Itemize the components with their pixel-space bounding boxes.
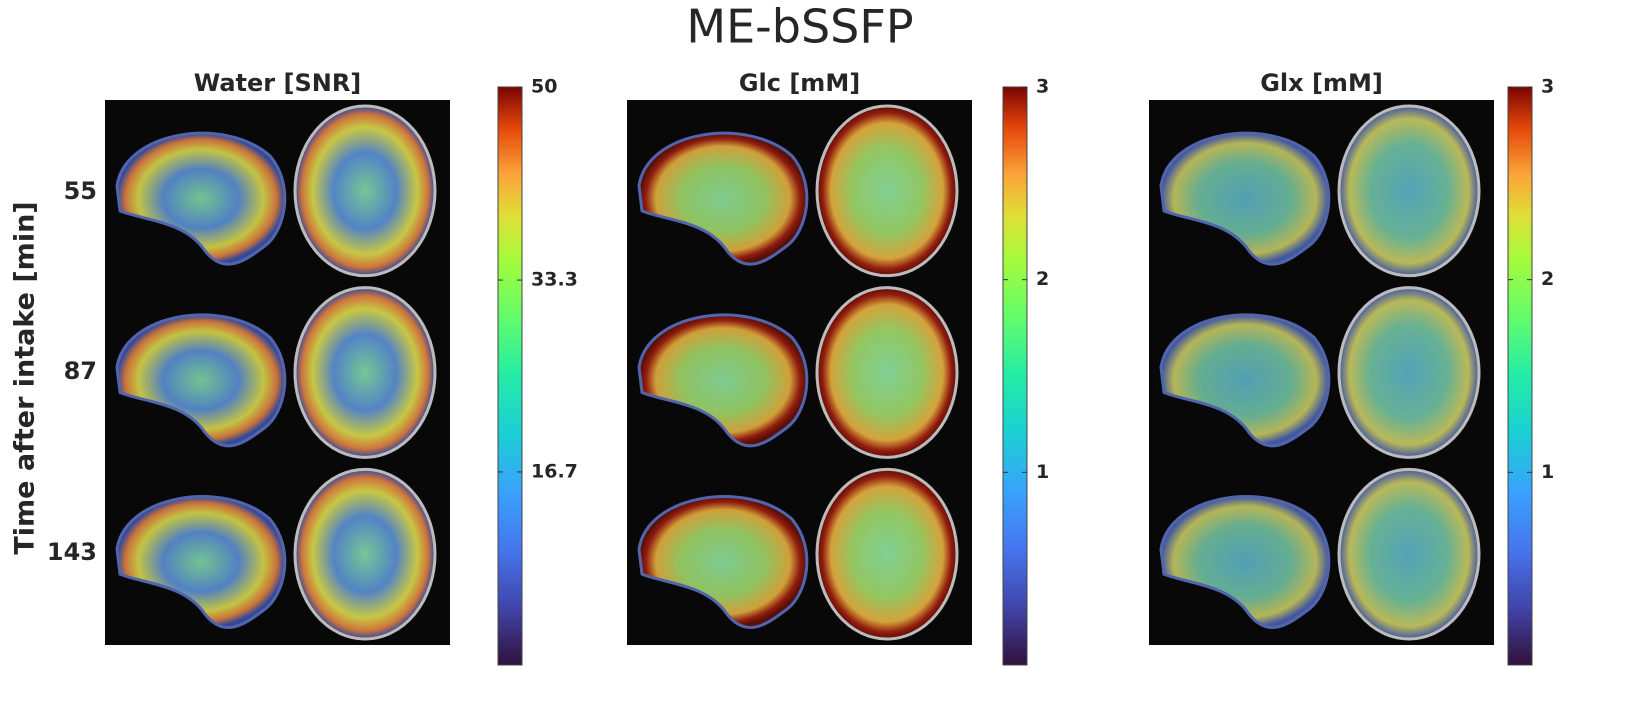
colorbar — [1002, 86, 1028, 666]
colorbar-tick-label: 1 — [1036, 461, 1049, 483]
sagittal-slice — [1159, 313, 1331, 448]
sagittal-slice — [115, 495, 287, 630]
panel-title: Glc [mM] — [739, 69, 860, 97]
sagittal-slice — [637, 495, 809, 630]
axial-slice — [815, 467, 959, 641]
colorbar-tick-label: 16.7 — [531, 460, 578, 482]
sagittal-slice — [115, 131, 287, 266]
colorbar-tick-label: 3 — [1036, 76, 1049, 98]
axial-slice — [1337, 467, 1481, 641]
sagittal-slice — [1159, 131, 1331, 266]
sagittal-slice — [637, 313, 809, 448]
axial-slice — [1337, 104, 1481, 278]
sagittal-slice — [1159, 495, 1331, 630]
panel-title: Glx [mM] — [1260, 69, 1383, 97]
axial-slice — [1337, 286, 1481, 459]
axial-slice — [293, 104, 437, 278]
sagittal-slice — [637, 131, 809, 266]
axial-slice — [293, 286, 437, 459]
figure-title: ME-bSSFP — [686, 0, 913, 54]
colorbar — [1507, 86, 1533, 666]
colorbar-tick-label: 33.3 — [531, 269, 578, 291]
axial-slice — [815, 104, 959, 278]
axial-slice — [815, 286, 959, 459]
colorbar-tick-label: 2 — [1036, 268, 1049, 290]
colorbar-tick-label: 2 — [1541, 268, 1554, 290]
row-label: 55 — [64, 177, 97, 205]
colorbar-tick-label: 1 — [1541, 461, 1554, 483]
panel-title: Water [SNR] — [194, 69, 362, 97]
axial-slice — [293, 467, 437, 641]
row-label: 143 — [47, 538, 97, 566]
sagittal-slice — [115, 313, 287, 448]
colorbar-tick-label: 3 — [1541, 76, 1554, 98]
colorbar — [497, 86, 523, 666]
row-label: 87 — [64, 357, 97, 385]
colorbar-tick-label: 50 — [531, 76, 557, 98]
y-axis-label: Time after intake [min] — [10, 201, 41, 554]
